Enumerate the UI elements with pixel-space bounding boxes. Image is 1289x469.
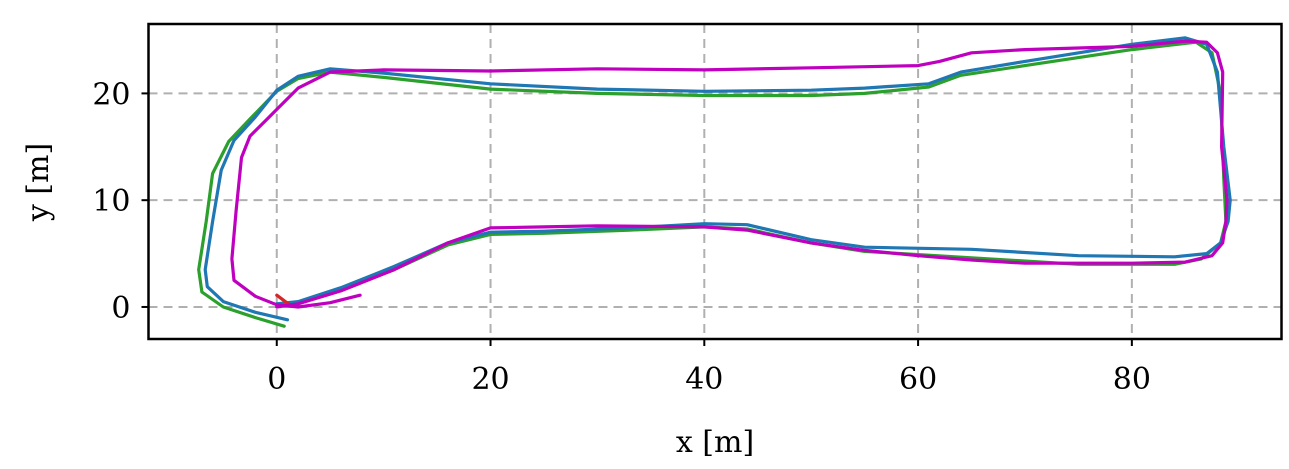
x-axis-label: x [m] bbox=[676, 425, 754, 460]
x-tick-label: 60 bbox=[899, 362, 937, 397]
y-axis-label: y [m] bbox=[21, 143, 56, 222]
trajectory-line-4 bbox=[230, 39, 1229, 309]
series-layer bbox=[197, 36, 1232, 328]
x-tick-label: 0 bbox=[267, 362, 286, 397]
plot-frame bbox=[147, 22, 1283, 341]
y-tick-label: 10 bbox=[92, 184, 130, 219]
tick-layer: 0 20 40 60 80 0 10 20 bbox=[92, 77, 1151, 397]
trajectory-line-1 bbox=[197, 40, 1228, 328]
x-tick-label: 20 bbox=[471, 362, 509, 397]
x-tick-label: 40 bbox=[685, 362, 723, 397]
trajectory-line-3 bbox=[275, 293, 292, 307]
y-tick-label: 0 bbox=[111, 291, 130, 326]
x-tick-label: 80 bbox=[1113, 362, 1151, 397]
trajectory-line-2 bbox=[203, 36, 1232, 322]
y-tick-label: 20 bbox=[92, 77, 130, 112]
grid-layer bbox=[148, 24, 1282, 339]
